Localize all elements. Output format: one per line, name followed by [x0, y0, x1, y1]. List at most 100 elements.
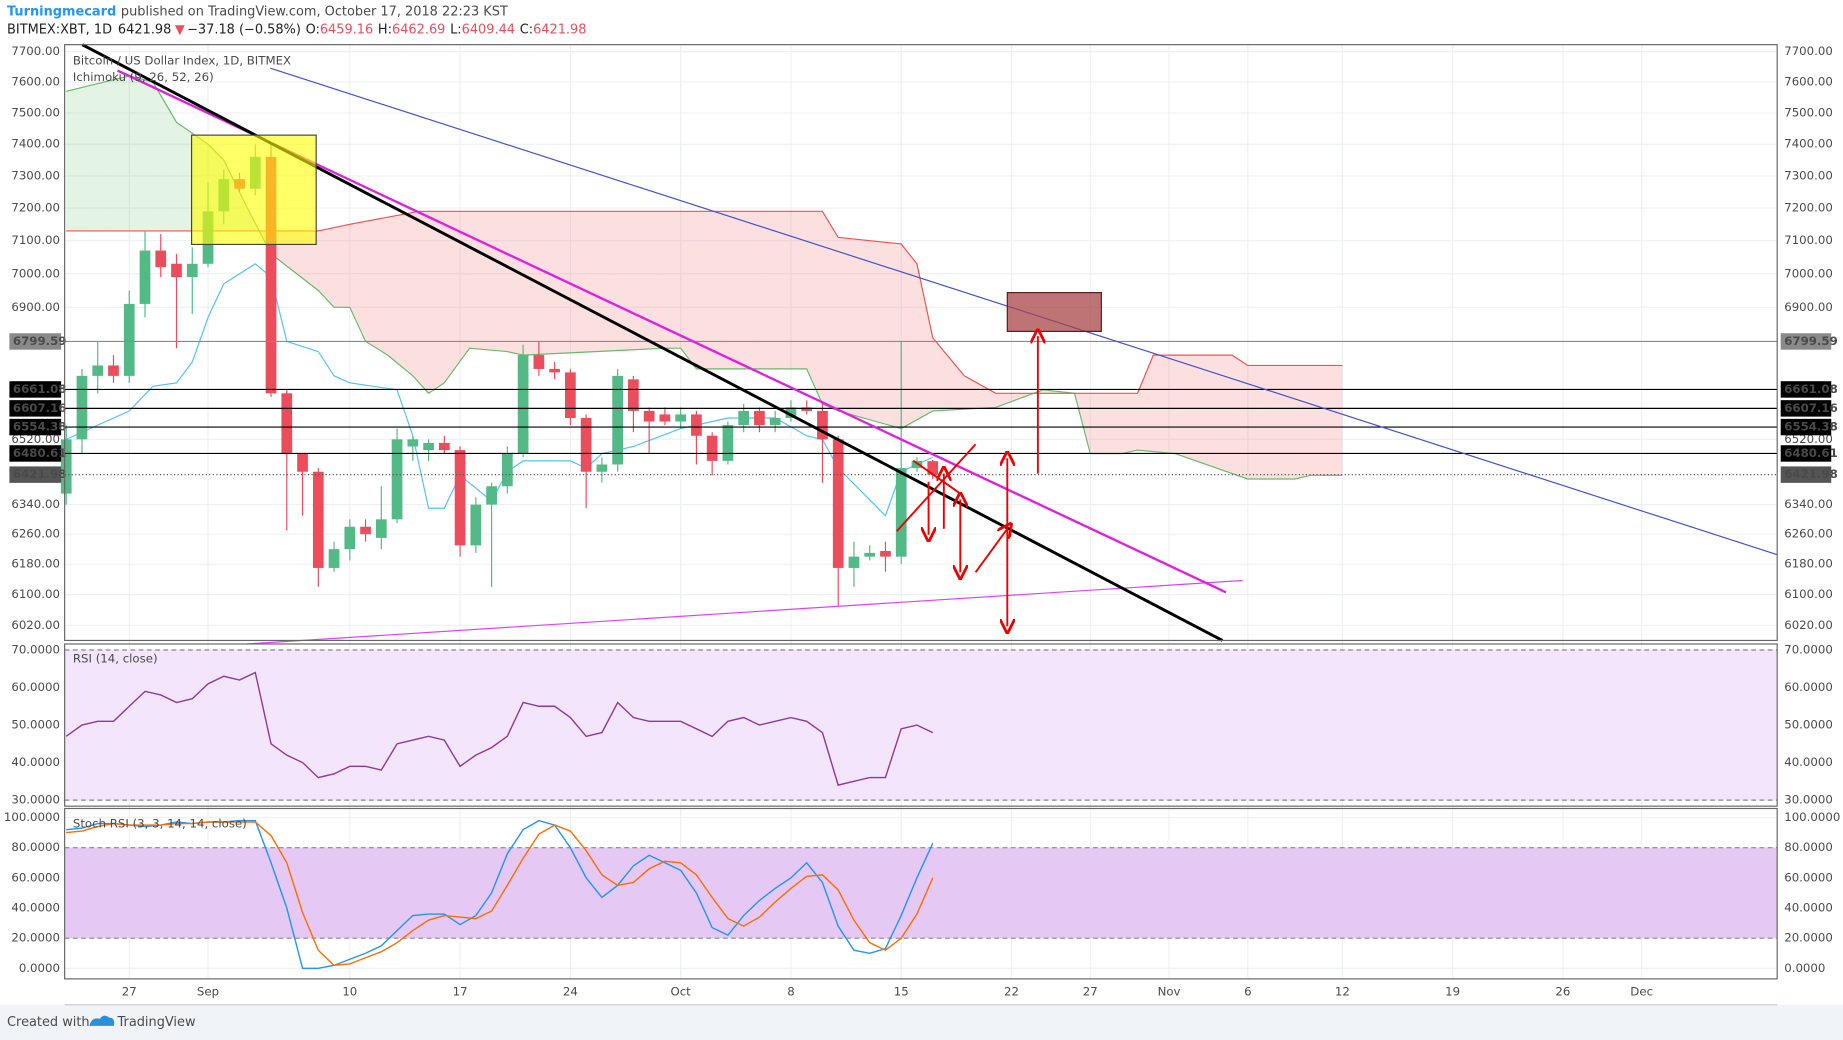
- cloud-fill: [1125, 393, 1130, 453]
- cloud-fill: [404, 213, 409, 373]
- cloud-fill: [704, 211, 709, 369]
- candle-body: [848, 556, 860, 568]
- cloud-fill: [920, 282, 925, 418]
- candle-body: [801, 407, 813, 411]
- cloud-fill: [1098, 393, 1103, 454]
- cloud-fill: [1176, 355, 1181, 456]
- x-tick-label: 19: [1445, 984, 1460, 998]
- cloud-fill: [637, 211, 642, 350]
- cloud-fill: [1165, 355, 1170, 454]
- symbol: BITMEX:XBT, 1D: [7, 22, 112, 37]
- cloud-fill: [723, 211, 728, 369]
- y-tick-label: 40.0000: [1784, 755, 1833, 769]
- cloud-fill: [830, 224, 835, 410]
- cloud-fill: [936, 342, 941, 411]
- cloud-fill: [444, 211, 449, 383]
- x-tick-label: Oct: [670, 984, 691, 998]
- cloud-fill: [475, 211, 480, 350]
- cloud-fill: [1259, 365, 1264, 479]
- cloud-fill: [609, 211, 614, 351]
- cloud-fill: [641, 211, 646, 350]
- cloud-fill: [1243, 362, 1248, 479]
- cloud-fill: [865, 240, 870, 420]
- candle-body: [722, 425, 734, 461]
- y-tick-label: 6100.00: [1784, 587, 1833, 601]
- cloud-fill: [645, 211, 650, 350]
- arrow: ▼: [175, 22, 185, 37]
- y-tick-label: 60.0000: [11, 870, 60, 884]
- price-tag-label: 6661.08: [1784, 382, 1838, 396]
- y-tick-label: 100.0000: [1784, 810, 1840, 824]
- cloud-fill: [1330, 365, 1335, 476]
- cloud-fill: [700, 211, 705, 369]
- y-tick-label: 7300.00: [11, 168, 60, 182]
- cloud-fill: [341, 225, 346, 308]
- candle-body: [565, 372, 576, 418]
- cloud-fill: [688, 211, 693, 364]
- cloud-fill: [424, 211, 429, 394]
- cloud-fill: [684, 211, 689, 359]
- cloud-fill: [767, 211, 772, 369]
- cloud-fill: [113, 78, 118, 231]
- x-tick-label: 10: [342, 984, 357, 998]
- cloud-fill: [834, 230, 839, 411]
- cloud-fill: [558, 211, 563, 354]
- cloud-fill: [873, 241, 878, 422]
- y-tick-label: 60.0000: [1784, 870, 1833, 884]
- cloud-fill: [523, 211, 528, 356]
- y-tick-label: 30.0000: [1784, 793, 1833, 807]
- cloud-fill: [369, 219, 374, 347]
- y-tick-label: 6020.00: [11, 618, 60, 632]
- cloud-fill: [471, 211, 476, 349]
- cloud-fill: [1263, 365, 1268, 479]
- cloud-fill: [322, 229, 327, 299]
- candle-body: [92, 365, 104, 376]
- cloud-fill: [991, 391, 996, 408]
- candle-body: [754, 410, 765, 426]
- cloud-fill: [160, 95, 165, 231]
- price-tag: [9, 466, 62, 483]
- cloud-fill: [625, 211, 630, 351]
- y-tick-label: 6100.00: [11, 587, 60, 601]
- cloud-fill: [1326, 365, 1331, 476]
- cloud-fill: [944, 352, 949, 411]
- chart-title: Bitcoin / US Dollar Index, 1D, BITMEX: [73, 54, 291, 68]
- x-tick-label: 8: [787, 984, 794, 998]
- price-tag-label: 6607.16: [1784, 401, 1838, 415]
- close: 6421.98: [533, 22, 586, 37]
- x-tick-label: 15: [894, 984, 909, 998]
- y-tick-label: 80.0000: [11, 840, 60, 854]
- last: 6421.98: [118, 22, 171, 37]
- candle-body: [391, 439, 403, 520]
- cloud-fill: [877, 241, 882, 424]
- cloud-fill: [1212, 355, 1217, 468]
- chart-subtitle: Ichimoku (9, 26, 52, 26): [73, 70, 214, 84]
- cloud-fill: [184, 127, 189, 231]
- cloud-fill: [786, 211, 791, 369]
- cloud-fill: [668, 211, 673, 349]
- cloud-fill: [515, 211, 520, 355]
- cloud-fill: [759, 211, 764, 369]
- cloud-fill: [1232, 355, 1237, 475]
- cloud-fill: [790, 211, 795, 369]
- cloud-fill: [1121, 393, 1126, 454]
- cloud-fill: [389, 216, 394, 360]
- indicator-line: [65, 671, 934, 786]
- cloud-fill: [1334, 365, 1339, 476]
- cloud-fill: [653, 211, 658, 349]
- trend-line: [246, 579, 1243, 645]
- footer-brand[interactable]: TradingView: [117, 1015, 196, 1030]
- y-tick-label: 20.0000: [1784, 931, 1833, 945]
- cloud-fill: [133, 76, 138, 231]
- highlight-box: [190, 134, 317, 246]
- candle-body: [549, 368, 560, 373]
- cloud-fill: [822, 211, 827, 406]
- cloud-fill: [176, 122, 181, 231]
- x-tick-label: 12: [1335, 984, 1350, 998]
- y-tick-label: 6180.00: [11, 557, 60, 571]
- cloud-fill: [881, 241, 886, 425]
- cloud-fill: [511, 211, 516, 354]
- cloud-fill: [826, 217, 831, 408]
- y-tick-label: 7100.00: [1784, 233, 1833, 247]
- cloud-fill: [574, 211, 579, 353]
